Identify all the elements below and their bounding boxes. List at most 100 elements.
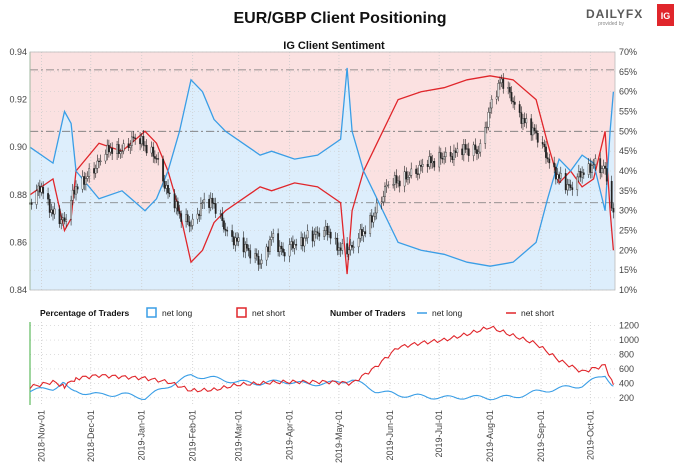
candle-body xyxy=(554,166,557,180)
candle-body xyxy=(444,152,447,157)
candle-body xyxy=(180,213,183,222)
candle-body xyxy=(81,176,84,190)
legend-num-short-label: net short xyxy=(521,308,555,318)
candle-body xyxy=(370,215,373,223)
candle-body xyxy=(582,172,585,175)
candle-body xyxy=(203,199,206,204)
candle-body xyxy=(359,229,362,239)
candle-body xyxy=(490,98,493,109)
candle-body xyxy=(594,158,597,165)
candle-body xyxy=(52,209,54,215)
candle-body xyxy=(196,213,199,220)
candle-body xyxy=(247,248,250,251)
candle-body xyxy=(591,165,593,173)
candle-body xyxy=(211,197,214,204)
candle-body xyxy=(461,148,464,156)
candle-body xyxy=(259,263,261,265)
candle-body xyxy=(324,226,327,231)
traders-panel xyxy=(29,322,615,405)
traders-tick-label: 800 xyxy=(619,349,634,359)
candle-body xyxy=(305,237,307,239)
candle-body xyxy=(543,143,546,148)
candle-body xyxy=(407,177,409,180)
net-long-line xyxy=(29,67,615,267)
date-tick-label: 2019-Apr-01 xyxy=(285,410,295,460)
candle-body xyxy=(430,156,432,164)
candle-body xyxy=(329,231,332,239)
candle-body xyxy=(484,126,487,144)
candle-body xyxy=(295,244,298,246)
candle-body xyxy=(375,202,378,214)
candle-body xyxy=(163,180,166,189)
candle-body xyxy=(99,160,102,162)
candle-body xyxy=(408,175,411,178)
candle-body xyxy=(300,237,303,246)
candle-body xyxy=(326,226,329,235)
candle-body xyxy=(361,229,363,236)
candle-body xyxy=(564,172,567,191)
right-tick-label: 65% xyxy=(619,67,637,77)
candle-body xyxy=(117,144,120,154)
candle-body xyxy=(191,218,194,226)
candle-body xyxy=(221,213,224,221)
candle-body xyxy=(415,168,418,174)
left-tick-label: 0.90 xyxy=(9,142,27,152)
candle-body xyxy=(139,138,141,145)
ig-badge xyxy=(657,4,674,26)
candle-body xyxy=(232,236,235,246)
candle-body xyxy=(165,185,168,189)
candle-body xyxy=(53,208,56,215)
candle-body xyxy=(86,176,89,179)
date-tick-label: 2019-Mar-01 xyxy=(234,410,244,462)
date-tick-label: 2019-Jun-01 xyxy=(385,410,395,461)
candle-body xyxy=(500,78,503,83)
candle-body xyxy=(587,163,590,175)
candle-body xyxy=(420,165,422,167)
candle-body xyxy=(508,87,511,93)
left-tick-label: 0.88 xyxy=(9,190,27,200)
logo-text: DAILYFX xyxy=(586,7,643,21)
candle-body xyxy=(323,230,326,237)
candle-body xyxy=(236,237,238,242)
candle-body xyxy=(107,144,110,153)
candle-body xyxy=(530,118,533,136)
candle-body xyxy=(392,184,395,186)
candle-body xyxy=(546,157,549,160)
candle-body xyxy=(272,233,275,238)
candle-body xyxy=(306,230,309,239)
candle-body xyxy=(604,165,607,169)
candle-body xyxy=(231,230,234,237)
candle-body xyxy=(224,228,227,231)
candle-body xyxy=(398,180,401,187)
legend-num-long-label: net long xyxy=(432,308,463,318)
right-tick-label: 20% xyxy=(619,245,637,255)
candle-body xyxy=(214,203,217,214)
candle-body xyxy=(464,144,467,150)
candle-body xyxy=(269,239,271,252)
candle-body xyxy=(393,175,396,185)
candle-body xyxy=(188,221,191,227)
legend: Percentage of Traders net long net short… xyxy=(40,307,555,318)
traders-tick-label: 1000 xyxy=(619,335,639,345)
candle-body xyxy=(599,158,602,174)
candle-body xyxy=(288,244,291,257)
candle-body xyxy=(301,237,304,247)
candle-body xyxy=(75,186,77,195)
candle-body xyxy=(122,143,125,152)
candle-body xyxy=(559,172,562,179)
candle-body xyxy=(364,231,367,234)
candle-body xyxy=(536,133,539,143)
candle-body xyxy=(525,118,528,124)
candle-body xyxy=(40,186,43,193)
candle-body xyxy=(479,143,482,153)
candle-body xyxy=(318,232,321,237)
right-tick-label: 55% xyxy=(619,107,637,117)
candle-body xyxy=(433,161,436,168)
candle-body xyxy=(246,244,248,249)
candle-body xyxy=(119,151,122,154)
date-tick-label: 2018-Nov-01 xyxy=(37,410,47,462)
candle-body xyxy=(94,168,97,174)
right-tick-label: 15% xyxy=(619,265,637,275)
candle-body xyxy=(589,163,592,173)
right-tick-label: 25% xyxy=(619,226,637,236)
